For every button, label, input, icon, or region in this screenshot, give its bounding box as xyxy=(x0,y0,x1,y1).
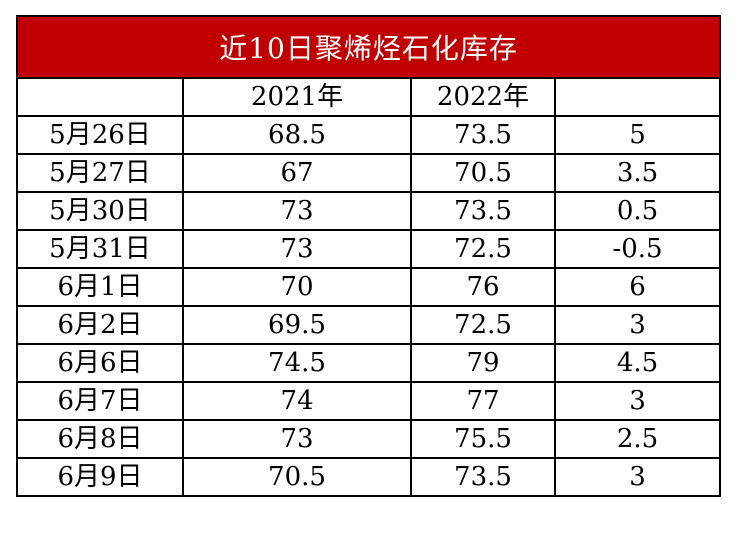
date-cell: 5月31日 xyxy=(16,229,184,269)
value-2021-cell: 74.5 xyxy=(182,343,412,383)
difference-cell: -0.5 xyxy=(553,229,722,269)
difference-cell: 3 xyxy=(553,381,722,421)
table-row: 5月27日 67 70.5 3.5 xyxy=(16,153,722,193)
inventory-table-container: 近10日聚烯烃石化库存 2021年 2022年 5月26日 68.5 73.5 5 5月… xyxy=(15,15,722,497)
value-2021-cell: 68.5 xyxy=(182,115,412,155)
table-row: 6月6日 74.5 79 4.5 xyxy=(16,343,722,383)
table-row: 5月30日 73 73.5 0.5 xyxy=(16,191,722,231)
value-2022-cell: 73.5 xyxy=(410,191,556,231)
value-2022-cell: 73.5 xyxy=(410,115,556,155)
value-2021-cell: 70 xyxy=(182,267,412,307)
column-header-2022: 2022年 xyxy=(410,77,556,117)
difference-cell: 0.5 xyxy=(553,191,722,231)
value-2022-cell: 76 xyxy=(410,267,556,307)
difference-cell: 2.5 xyxy=(553,419,722,459)
value-2021-cell: 69.5 xyxy=(182,305,412,345)
date-cell: 6月6日 xyxy=(16,343,184,383)
value-2022-cell: 79 xyxy=(410,343,556,383)
inventory-table: 近10日聚烯烃石化库存 2021年 2022年 5月26日 68.5 73.5 5 5月… xyxy=(15,15,722,497)
value-2021-cell: 70.5 xyxy=(182,457,412,497)
value-2022-cell: 72.5 xyxy=(410,305,556,345)
date-cell: 5月27日 xyxy=(16,153,184,193)
value-2021-cell: 73 xyxy=(182,191,412,231)
value-2022-cell: 75.5 xyxy=(410,419,556,459)
table-row: 6月8日 73 75.5 2.5 xyxy=(16,419,722,459)
column-header-row: 2021年 2022年 xyxy=(16,77,722,117)
value-2021-cell: 73 xyxy=(182,419,412,459)
column-header-2021: 2021年 xyxy=(182,77,412,117)
difference-cell: 3 xyxy=(553,457,722,497)
date-cell: 5月26日 xyxy=(16,115,184,155)
difference-cell: 4.5 xyxy=(553,343,722,383)
date-cell: 6月2日 xyxy=(16,305,184,345)
table-row: 6月9日 70.5 73.5 3 xyxy=(16,457,722,497)
table-row: 6月1日 70 76 6 xyxy=(16,267,722,307)
difference-cell: 3 xyxy=(553,305,722,345)
difference-cell: 3.5 xyxy=(553,153,722,193)
table-row: 5月31日 73 72.5 -0.5 xyxy=(16,229,722,269)
difference-cell: 6 xyxy=(553,267,722,307)
table-row: 6月2日 69.5 72.5 3 xyxy=(16,305,722,345)
table-row: 6月7日 74 77 3 xyxy=(16,381,722,421)
date-cell: 6月7日 xyxy=(16,381,184,421)
value-2021-cell: 73 xyxy=(182,229,412,269)
value-2021-cell: 74 xyxy=(182,381,412,421)
value-2022-cell: 73.5 xyxy=(410,457,556,497)
date-cell: 6月1日 xyxy=(16,267,184,307)
date-cell: 5月30日 xyxy=(16,191,184,231)
date-cell: 6月8日 xyxy=(16,419,184,459)
difference-cell: 5 xyxy=(553,115,722,155)
column-header-date xyxy=(16,77,184,117)
value-2022-cell: 77 xyxy=(410,381,556,421)
date-cell: 6月9日 xyxy=(16,457,184,497)
column-header-diff xyxy=(553,77,722,117)
value-2022-cell: 72.5 xyxy=(410,229,556,269)
value-2021-cell: 67 xyxy=(182,153,412,193)
table-row: 5月26日 68.5 73.5 5 xyxy=(16,115,722,155)
table-title: 近10日聚烯烃石化库存 xyxy=(15,15,722,79)
value-2022-cell: 70.5 xyxy=(410,153,556,193)
